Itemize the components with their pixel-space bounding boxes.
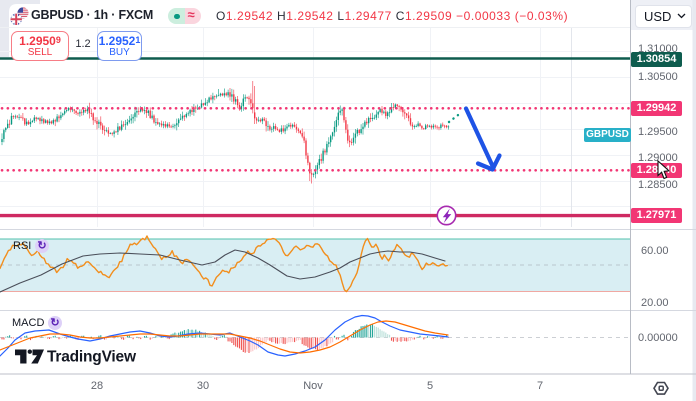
svg-text:TradingView: TradingView	[47, 349, 137, 366]
